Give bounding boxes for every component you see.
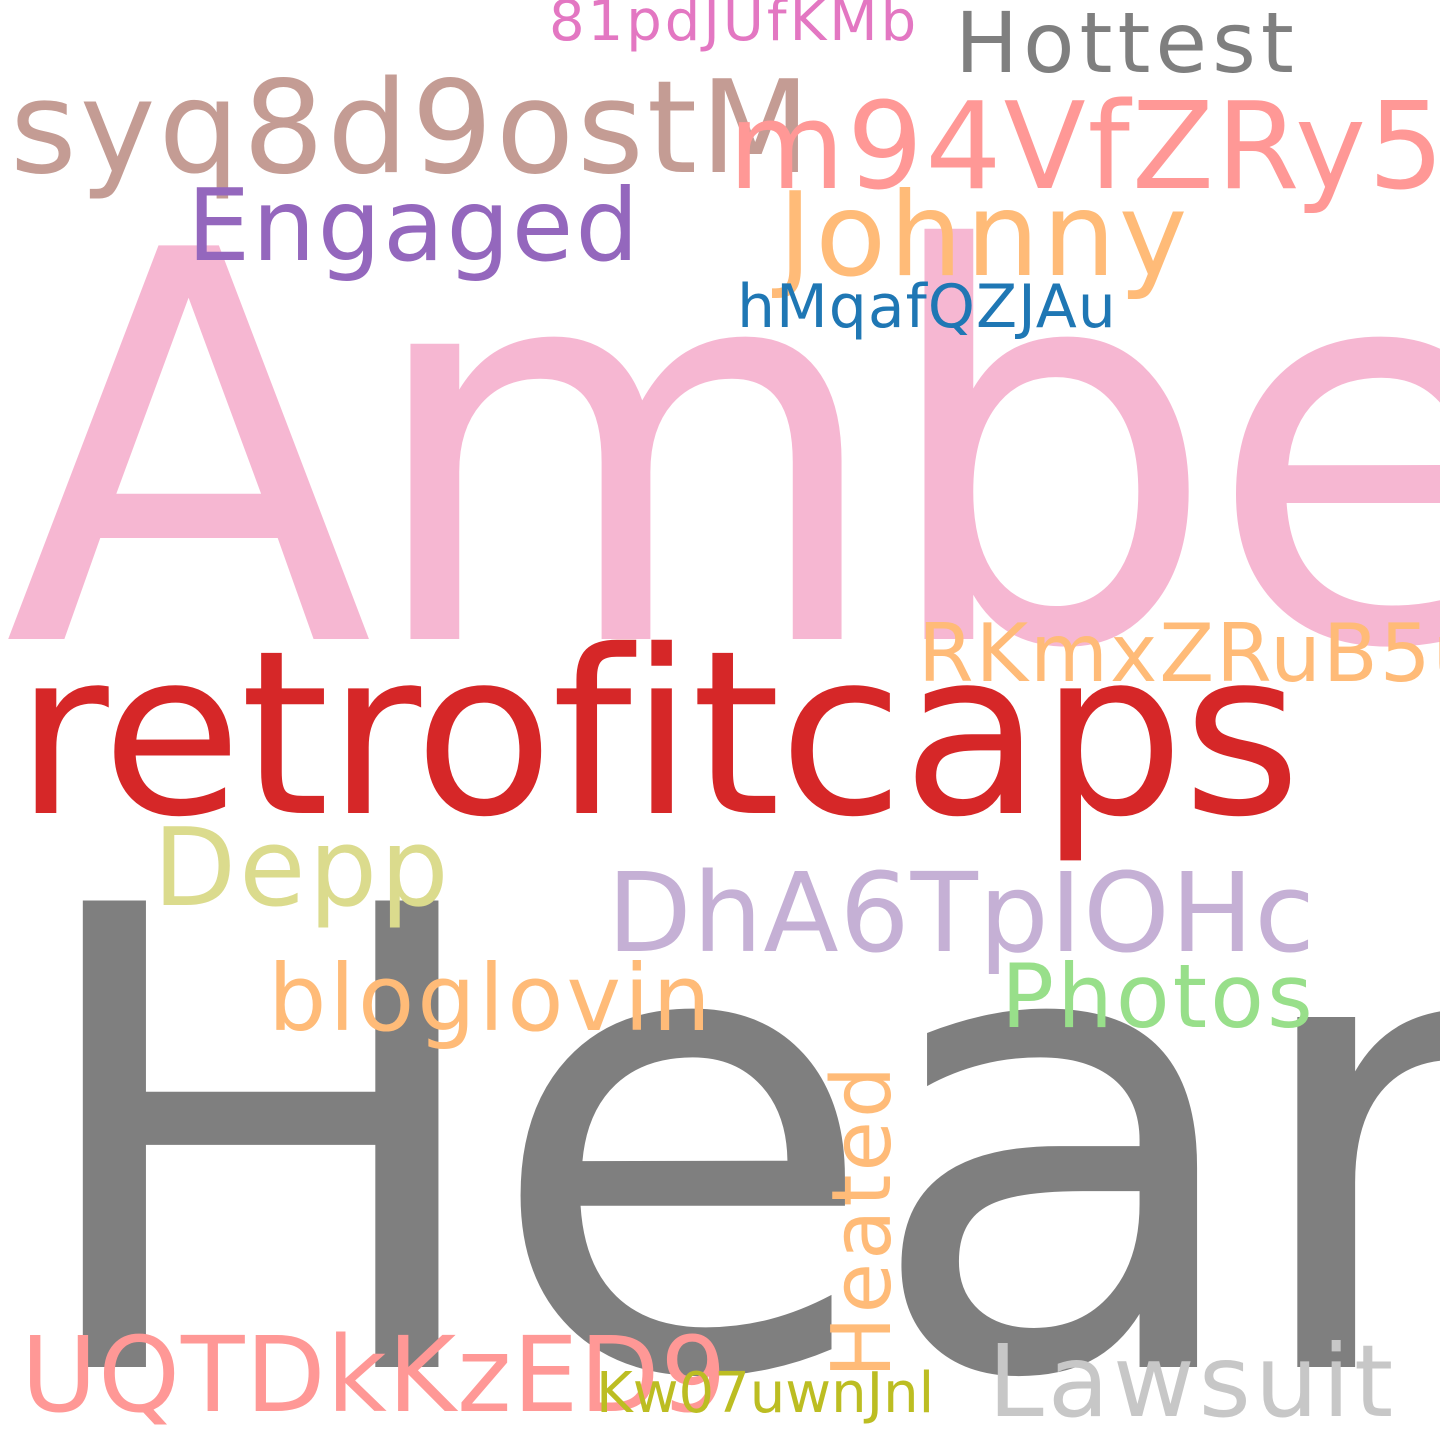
word-hottest: Hottest [955, 0, 1299, 92]
word-amber: Amber [4, 139, 1440, 767]
word-photos: Photos [1001, 945, 1316, 1048]
word-hmqafqzjau: hMqafQZJAu [737, 272, 1117, 342]
word-81pdjufkmb: 81pdJUfKMb [549, 0, 920, 54]
word-depp: Depp [153, 806, 452, 931]
word-johnny: Johnny [778, 168, 1191, 303]
word-heard: Heard [20, 773, 1440, 1440]
word-lawsuit: Lawsuit [988, 1323, 1398, 1440]
word-dha6tpiohc: DhA6TpIOHc [607, 849, 1316, 977]
word-retrofitcaps: retrofitcaps [15, 601, 1301, 867]
word-uqtdkkzed9: UQTDkKzED9 [21, 1314, 728, 1436]
word-bloglovin: bloglovin [268, 945, 714, 1052]
word-rkmxzrub5u: RKmxZRuB5u [918, 607, 1440, 700]
word-m94vfzry5j: m94VfZRy5J [728, 78, 1440, 217]
word-kw07uwnjnl: Kw07uwnJnl [596, 1361, 935, 1426]
word-engaged: Engaged [187, 167, 641, 284]
word-syq8d9ostm: syq8d9ostM [10, 54, 814, 203]
word-heated: Heated [815, 1062, 910, 1378]
